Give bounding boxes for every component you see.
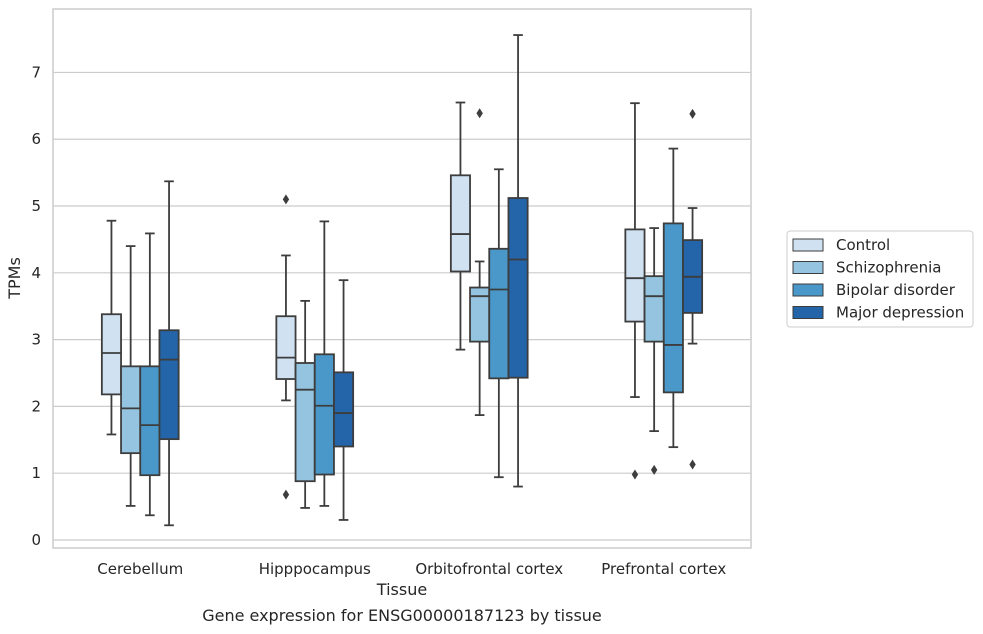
outlier-point bbox=[689, 459, 696, 470]
box-bipolar-disorder bbox=[139, 232, 161, 517]
box-body bbox=[100, 313, 122, 396]
box-body bbox=[120, 365, 142, 455]
box-schizophrenia bbox=[469, 108, 491, 416]
y-tick-label: 4 bbox=[31, 264, 41, 282]
legend-swatch bbox=[792, 261, 824, 274]
outlier-point bbox=[631, 469, 639, 480]
y-tick-label: 0 bbox=[31, 531, 41, 549]
outlier-point bbox=[650, 464, 658, 475]
legend-swatch bbox=[792, 238, 824, 252]
legend-label: Schizophrenia bbox=[836, 259, 941, 277]
x-axis-title: Tissue bbox=[376, 580, 427, 599]
box-body bbox=[294, 362, 316, 483]
box-body bbox=[643, 275, 665, 343]
x-tick-label: Orbitofrontal cortex bbox=[415, 560, 563, 578]
box-body bbox=[313, 353, 335, 476]
box-body bbox=[139, 365, 161, 477]
outlier-point bbox=[282, 194, 290, 205]
box-body bbox=[158, 329, 180, 441]
box-schizophrenia bbox=[120, 245, 142, 507]
box-body bbox=[662, 222, 684, 394]
y-axis-title: TPMs bbox=[5, 257, 24, 300]
y-tick-label: 6 bbox=[31, 130, 41, 148]
legend-items: Control Schizophrenia Bipolar disorder Majo… bbox=[792, 236, 964, 322]
legend-label: Bipolar disorder bbox=[836, 281, 956, 299]
legend: Control Schizophrenia Bipolar disorder Majo… bbox=[786, 230, 974, 328]
y-tick-label: 5 bbox=[31, 197, 41, 215]
y-tick-label: 3 bbox=[31, 331, 41, 349]
box-control bbox=[100, 219, 122, 436]
outlier-point bbox=[476, 108, 483, 119]
box-schizophrenia bbox=[294, 299, 316, 509]
y-tick-label: 1 bbox=[31, 464, 41, 482]
box-body bbox=[275, 315, 297, 380]
y-tick-labels: 0 1 2 3 4 5 6 7 bbox=[31, 63, 41, 549]
box-bipolar-disorder bbox=[488, 168, 510, 479]
chart-caption: Gene expression for ENSG00000187123 by t… bbox=[202, 606, 602, 625]
box-major-depression bbox=[333, 279, 355, 521]
box-major-depression bbox=[158, 180, 180, 527]
box-major-depression bbox=[507, 34, 529, 488]
box-body bbox=[449, 174, 471, 273]
box-body bbox=[624, 228, 646, 323]
legend-swatch bbox=[792, 306, 824, 319]
box-major-depression bbox=[682, 108, 704, 470]
x-tick-label: Prefrontal cortex bbox=[601, 560, 726, 578]
legend-label: Major depression bbox=[836, 304, 964, 322]
outlier-point bbox=[689, 108, 696, 119]
box-bipolar-disorder bbox=[662, 147, 684, 449]
box-body bbox=[488, 247, 510, 380]
box-schizophrenia bbox=[643, 227, 665, 475]
box-groups bbox=[100, 34, 704, 527]
box-control bbox=[275, 194, 297, 500]
legend-frame bbox=[786, 230, 974, 328]
plot-frame bbox=[52, 8, 752, 549]
y-tick-label: 2 bbox=[31, 397, 41, 415]
box-control bbox=[449, 101, 471, 351]
box-body bbox=[507, 197, 529, 379]
x-tick-label: Cerebellum bbox=[97, 560, 183, 578]
y-tick-label: 7 bbox=[31, 63, 41, 81]
legend-label: Control bbox=[836, 236, 890, 254]
box-control bbox=[624, 102, 646, 480]
outlier-point bbox=[282, 489, 290, 500]
legend-swatch bbox=[792, 283, 824, 297]
x-tick-labels: Cerebellum Hipppocampus Orbitofrontal cort… bbox=[97, 560, 726, 578]
box-body bbox=[333, 371, 355, 448]
x-tick-label: Hipppocampus bbox=[259, 560, 371, 578]
box-bipolar-disorder bbox=[313, 220, 335, 507]
